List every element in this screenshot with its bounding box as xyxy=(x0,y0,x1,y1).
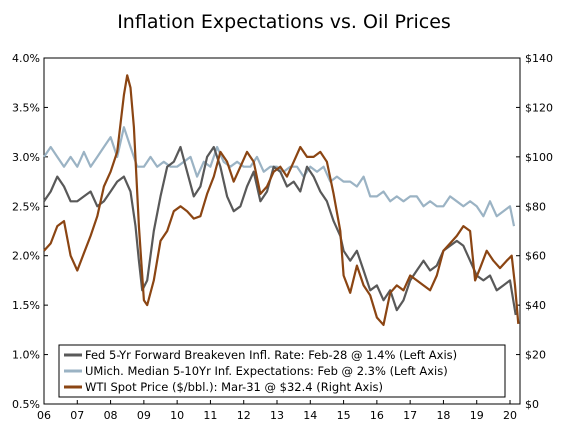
x-axis: 06 07 08 09 10 11 12 13 14 15 16 17 18 19 20 xyxy=(37,400,517,422)
y-right-tick-label: $100 xyxy=(525,151,553,164)
y-left-tick-label: 1.5% xyxy=(12,299,40,312)
legend-box xyxy=(58,344,506,398)
y-axis-left: 0.5% 1.0% 1.5% 2.0% 2.5% 3.0% 3.5% 4.0% xyxy=(12,52,48,411)
plot-area xyxy=(43,57,521,405)
y-left-tick-label: 2.5% xyxy=(12,200,40,213)
x-tick-label: 12 xyxy=(237,409,251,422)
legend-entry-wti: WTI Spot Price ($/bbl.): Mar-31 @ $32.4 … xyxy=(85,380,383,394)
series-wti-price xyxy=(43,74,520,326)
series-fed-breakeven xyxy=(43,145,517,316)
series-lines xyxy=(43,74,520,326)
x-tick-label: 16 xyxy=(370,409,384,422)
x-tick-label: 11 xyxy=(203,409,217,422)
x-tick-label: 06 xyxy=(37,409,51,422)
chart-title: Inflation Expectations vs. Oil Prices xyxy=(117,11,451,33)
y-left-tick-label: 3.5% xyxy=(12,101,40,114)
y-right-tick-label: $40 xyxy=(525,299,546,312)
x-tick-label: 07 xyxy=(70,409,84,422)
x-tick-label: 10 xyxy=(170,409,184,422)
x-tick-label: 19 xyxy=(470,409,484,422)
legend-entry-fed: Fed 5-Yr Forward Breakeven Infl. Rate: F… xyxy=(85,348,457,362)
x-tick-label: 09 xyxy=(137,409,151,422)
y-right-tick-label: $80 xyxy=(525,200,546,213)
y-right-tick-label: $20 xyxy=(525,349,546,362)
y-left-tick-label: 0.5% xyxy=(12,398,40,411)
legend-entry-umich: UMich. Median 5-10Yr Inf. Expectations: … xyxy=(85,364,448,378)
x-tick-label: 20 xyxy=(503,409,517,422)
legend: Fed 5-Yr Forward Breakeven Infl. Rate: F… xyxy=(58,344,506,398)
y-left-tick-label: 1.0% xyxy=(12,349,40,362)
y-left-tick-label: 3.0% xyxy=(12,151,40,164)
y-left-tick-label: 4.0% xyxy=(12,52,40,65)
y-axis-right: $0 $20 $40 $60 $80 $100 $120 $140 xyxy=(516,52,553,411)
x-tick-label: 13 xyxy=(270,409,284,422)
x-tick-label: 18 xyxy=(436,409,450,422)
series-umich-expectations xyxy=(43,126,516,227)
x-tick-label: 14 xyxy=(303,409,317,422)
y-right-tick-label: $0 xyxy=(525,398,539,411)
x-tick-label: 17 xyxy=(403,409,417,422)
y-right-tick-label: $60 xyxy=(525,250,546,263)
x-tick-label: 08 xyxy=(104,409,118,422)
y-left-tick-label: 2.0% xyxy=(12,250,40,263)
y-right-tick-label: $140 xyxy=(525,52,553,65)
y-right-tick-label: $120 xyxy=(525,101,553,114)
x-tick-label: 15 xyxy=(337,409,351,422)
